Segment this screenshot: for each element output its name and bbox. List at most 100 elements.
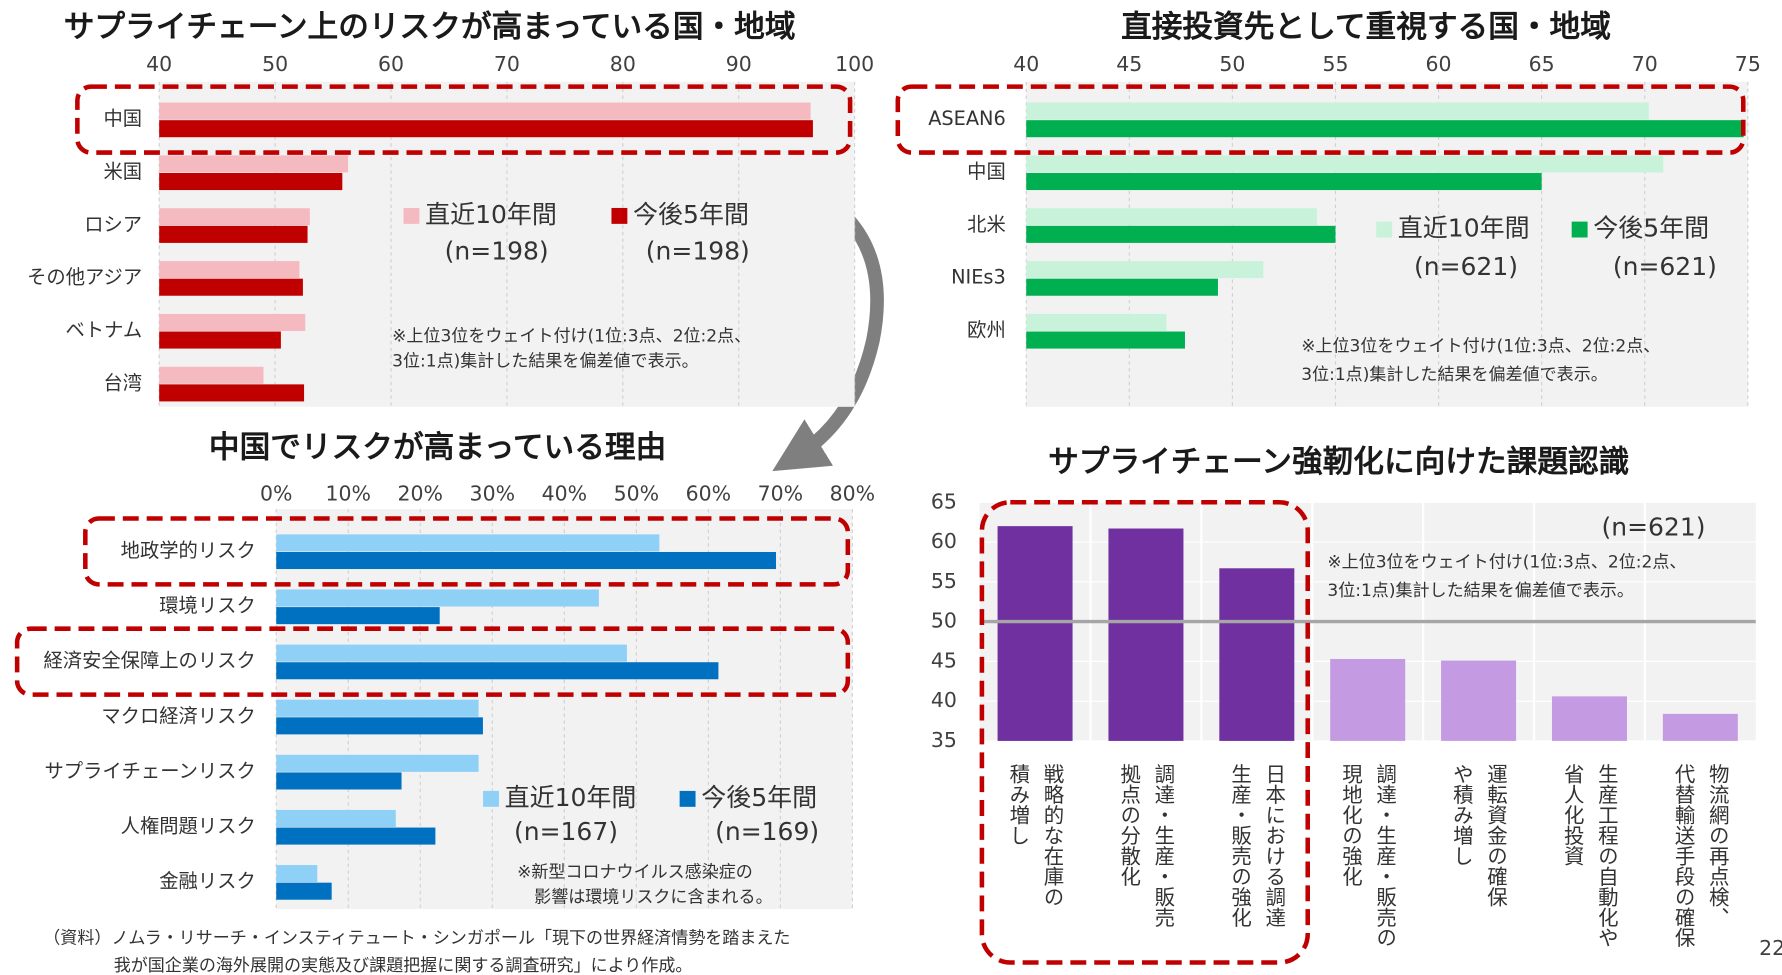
bar — [276, 717, 483, 735]
x-tick-label: 65 — [1529, 52, 1555, 76]
bar — [159, 173, 343, 191]
legend-label: 直近10年間 — [1398, 214, 1530, 243]
y-tick-label: 台湾 — [104, 371, 143, 394]
x-tick-label: 45 — [1116, 52, 1142, 76]
y-tick-label: 金融リスク — [159, 870, 256, 893]
x-tick-label: 運転資金の確保 — [1483, 764, 1507, 907]
x-tick-label: 80 — [610, 52, 636, 76]
y-tick-label: ベトナム — [66, 318, 143, 341]
bar — [159, 120, 813, 138]
x-tick-label: や積み増し — [1449, 764, 1473, 866]
bar — [1662, 713, 1738, 741]
x-tick-label: 現地化の強化 — [1339, 764, 1363, 887]
source-line: 我が国企業の海外展開の実態及び課題把握に関する調査研究」により作成。 — [114, 956, 693, 975]
legend-n: (n=198) — [646, 236, 750, 265]
note: ※上位3位をウェイト付け(1位:3点、2位:2点、 — [1327, 553, 1686, 573]
legend-swatch — [611, 207, 628, 224]
legend-n: (n=198) — [445, 236, 549, 265]
y-tick-label: 地政学的リスク — [121, 539, 256, 562]
x-tick-label: 戦略的な在庫の — [1040, 764, 1064, 907]
bar — [276, 607, 440, 625]
y-tick-label: 経済安全保障上のリスク — [43, 649, 255, 672]
x-tick-label: 50% — [614, 481, 659, 505]
legend-n: (n=621) — [1613, 252, 1717, 281]
bar — [276, 882, 332, 900]
highlight-box — [14, 626, 851, 697]
x-tick-label: 日本における調達 — [1262, 764, 1286, 928]
source-line: （資料）ノムラ・リサーチ・インスティテュート・シンガポール「現下の世界経済情勢を… — [43, 929, 790, 949]
highlight-box — [75, 84, 853, 155]
bar — [159, 225, 308, 243]
x-tick-label: 80% — [830, 481, 875, 505]
chart-title: サプライチェーン上のリスクが高まっている国・地域 — [64, 9, 796, 45]
bar — [276, 551, 777, 570]
y-tick-label: 米国 — [104, 160, 143, 183]
bar — [1026, 331, 1185, 349]
x-tick-label: 調達・生産・販売 — [1151, 764, 1175, 928]
y-tick-label: 環境リスク — [159, 594, 256, 617]
bar — [159, 155, 349, 173]
bar — [276, 644, 627, 662]
legend-label: 直近10年間 — [505, 783, 637, 812]
y-tick-label: ASEAN6 — [928, 107, 1006, 130]
x-tick-label: 75 — [1735, 52, 1761, 76]
note: ※上位3位をウェイト付け(1位:3点、2位:2点、 — [1301, 337, 1660, 357]
bar — [159, 208, 310, 226]
bar — [159, 102, 811, 120]
bar — [1026, 225, 1336, 243]
x-tick-label: 10% — [326, 481, 371, 505]
note: 3位:1点)集計した結果を偏差値で表示。 — [1301, 365, 1608, 385]
legend-label: 今後5年間 — [633, 200, 749, 229]
x-tick-label: 70 — [1632, 52, 1658, 76]
x-tick-label: 70% — [758, 481, 803, 505]
note: ※新型コロナウイルス感染症の — [517, 863, 753, 883]
y-tick-label: 35 — [931, 728, 957, 752]
x-tick-label: 40 — [1013, 52, 1039, 76]
bar — [159, 278, 303, 296]
bar — [276, 662, 719, 680]
x-tick-label: 90 — [726, 52, 752, 76]
highlight-box — [979, 500, 1310, 965]
x-tick-label: 50 — [1219, 52, 1245, 76]
y-tick-label: 人権問題リスク — [121, 814, 256, 837]
bar — [159, 331, 281, 349]
x-tick-label: 生産工程の自動化や — [1594, 764, 1618, 948]
y-tick-label: 北米 — [967, 213, 1006, 236]
x-tick-label: 100 — [835, 52, 874, 76]
page-number: 22 — [1759, 936, 1782, 960]
bar — [1026, 120, 1744, 138]
bar — [276, 827, 436, 845]
y-tick-label: 65 — [931, 489, 957, 513]
note: 3位:1点)集計した結果を偏差値で表示。 — [392, 351, 699, 371]
y-tick-label: 欧州 — [967, 318, 1006, 341]
bar — [1551, 696, 1627, 741]
legend-label: 今後5年間 — [701, 783, 817, 812]
y-tick-label: サプライチェーンリスク — [44, 759, 255, 782]
bar — [276, 865, 318, 883]
y-tick-label: 中国 — [967, 160, 1006, 183]
x-tick-label: 物流網の再点検、 — [1705, 764, 1729, 928]
x-tick-label: 40% — [542, 481, 587, 505]
chart-title: 直接投資先として重視する国・地域 — [1121, 10, 1611, 45]
bar — [1108, 528, 1184, 741]
bar — [1026, 261, 1264, 279]
bar — [1026, 313, 1167, 331]
y-tick-label: NIEs3 — [951, 266, 1006, 289]
y-tick-label: その他アジア — [27, 266, 142, 289]
x-tick-label: 40 — [146, 52, 172, 76]
x-tick-label: 省人化投資 — [1560, 764, 1584, 866]
bar — [276, 699, 479, 717]
x-tick-label: 20% — [398, 481, 443, 505]
bar — [159, 313, 306, 331]
bar — [1026, 173, 1542, 191]
annotation: (n=621) — [1601, 512, 1705, 541]
legend-n: (n=167) — [514, 817, 618, 846]
bar — [1026, 155, 1664, 173]
x-tick-label: 60 — [1426, 52, 1452, 76]
note: ※上位3位をウェイト付け(1位:3点、2位:2点、 — [392, 326, 751, 346]
bar — [997, 526, 1073, 741]
chart-title: サプライチェーン強靭化に向けた課題認識 — [1048, 444, 1629, 480]
bar — [276, 772, 402, 790]
x-tick-label: 60% — [686, 481, 731, 505]
